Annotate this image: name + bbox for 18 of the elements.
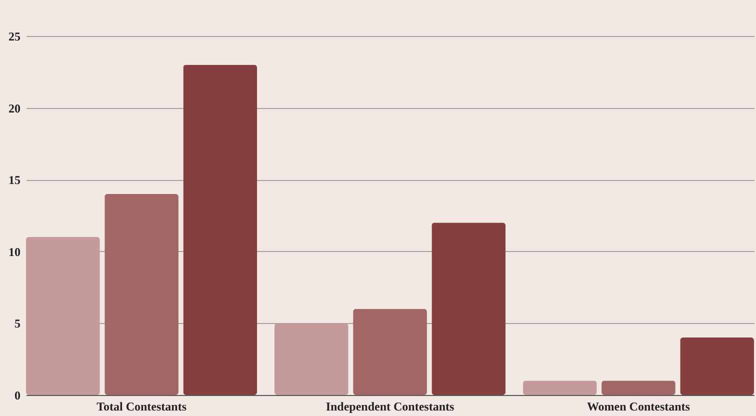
bar (602, 380, 676, 395)
bar (274, 323, 348, 395)
bar (104, 194, 178, 395)
bar (26, 237, 100, 395)
y-tick-label: 10 (8, 244, 20, 259)
y-tick-label: 25 (8, 30, 20, 44)
y-tick-label: 20 (8, 101, 20, 116)
x-tick-label: Total Contestants (96, 400, 187, 414)
bar (353, 308, 427, 395)
bar (432, 222, 506, 395)
bar (183, 64, 258, 395)
y-tick-label: 0 (14, 388, 20, 402)
x-tick-label: Independent Contestants (326, 400, 455, 414)
bar (680, 338, 754, 395)
x-tick-label: Women Contestants (586, 400, 690, 414)
y-tick-label: 5 (14, 316, 20, 331)
bar (522, 380, 597, 395)
y-tick-label: 15 (8, 173, 20, 188)
